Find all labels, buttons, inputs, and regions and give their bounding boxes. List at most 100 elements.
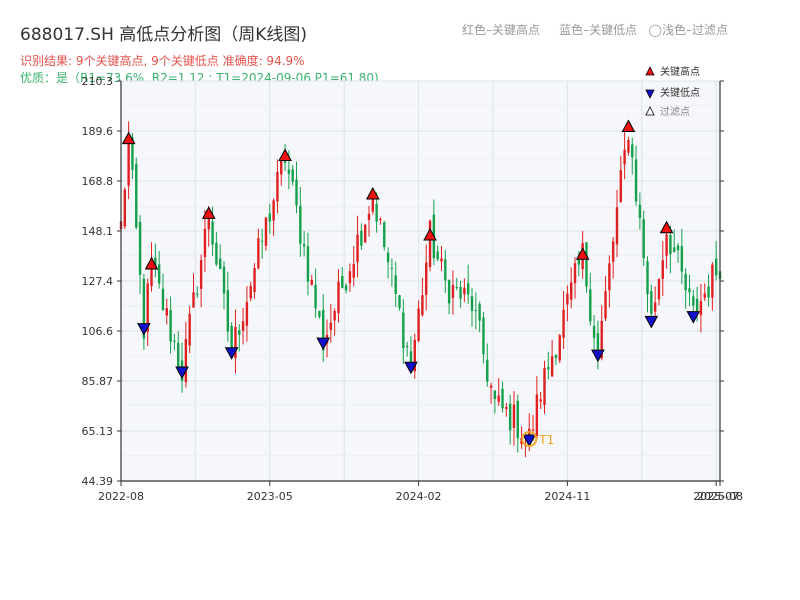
key-high-marker (575, 247, 590, 260)
candle-body (665, 234, 668, 256)
candle-body (131, 137, 134, 170)
candle-body (547, 366, 550, 370)
key-low-marker (644, 315, 659, 329)
y-tick-label: 148.1 (82, 225, 114, 238)
legend-high-label: 关键高点 (660, 65, 700, 78)
candle-body (493, 390, 497, 399)
candle-body (592, 326, 596, 338)
candle-body (215, 242, 218, 265)
candle-body (375, 203, 378, 222)
candle-body (550, 356, 554, 377)
y-tick-label: 210.3 (82, 75, 114, 88)
candle-body (272, 200, 275, 221)
candle-body (394, 275, 397, 294)
key-high-marker (121, 131, 136, 145)
candle-body (337, 281, 340, 314)
candle-body (486, 359, 489, 382)
candle-body (558, 335, 561, 361)
candle-body (245, 302, 249, 326)
candle-body (604, 291, 607, 319)
candle-body (714, 258, 718, 276)
candle-body (562, 309, 565, 338)
candle-body (386, 252, 390, 263)
candle-body (634, 159, 638, 202)
candle-body (302, 244, 306, 247)
y-tick-label: 44.39 (82, 475, 114, 488)
candle-body (428, 220, 432, 267)
candle-body (650, 291, 653, 315)
t1-dot (526, 436, 533, 443)
candle-body (505, 406, 508, 410)
candle-body (398, 295, 401, 309)
candle-body (161, 288, 165, 311)
candle-body (165, 308, 168, 316)
candle-body (436, 251, 439, 260)
candle-body (264, 217, 268, 246)
candle-body (539, 399, 542, 402)
candle-body (707, 286, 710, 298)
candle-body (623, 149, 626, 165)
key-low-marker (316, 337, 331, 351)
candle-body (383, 222, 386, 248)
x-tick-label: 2023-05 (247, 490, 293, 503)
candle-body (692, 296, 695, 306)
candle-body (466, 283, 470, 295)
candle-body (512, 404, 516, 428)
candle-body (390, 267, 394, 269)
key-high-marker (144, 256, 159, 270)
candle-body (352, 263, 355, 278)
candle-body (608, 263, 611, 291)
key-high-marker (201, 206, 216, 219)
legend-filter-label: 过滤点 (660, 105, 690, 118)
candle-body (177, 342, 180, 367)
candle-body (253, 267, 256, 293)
candle-body (474, 310, 478, 312)
candle-body (238, 330, 241, 335)
candle-body (680, 246, 684, 272)
key-low-marker (686, 311, 701, 324)
key-low-marker (175, 366, 189, 380)
candle-body (703, 293, 706, 298)
candle-body (463, 287, 466, 295)
key-low-marker (224, 347, 239, 360)
candle-body (516, 400, 519, 439)
candle-body (249, 286, 252, 299)
candle-body (157, 264, 161, 284)
x-tick-label: 2022-08 (98, 490, 144, 503)
candle-body (138, 221, 142, 275)
candle-body (661, 260, 664, 279)
candle-body (371, 197, 375, 212)
candle-body (444, 259, 447, 281)
candle-body (455, 287, 458, 289)
axes: 210.3 189.6 168.8 148.1 127.4 106.6 85.87 65.13… (82, 75, 743, 503)
y-tick-label: 127.4 (82, 275, 114, 288)
candle-body (676, 245, 680, 251)
key-low-marker (591, 349, 605, 363)
candle-body (280, 159, 283, 175)
candle-body (211, 221, 214, 245)
candle-body (699, 301, 703, 316)
candle-body (425, 262, 428, 295)
candle-body (631, 144, 634, 158)
candle-body (196, 293, 199, 295)
candle-body (363, 224, 367, 243)
candle-body (314, 284, 317, 309)
candle-body (627, 140, 630, 153)
candle-body (657, 278, 661, 300)
candle-body (184, 338, 188, 383)
candle-body (142, 278, 146, 339)
markers: T1 (121, 119, 701, 448)
candle-body (169, 310, 172, 342)
candle-body (413, 339, 416, 372)
candle-body (356, 234, 359, 263)
candle-body (322, 309, 325, 351)
candle-body (310, 279, 313, 285)
candle-body (459, 286, 462, 299)
y-tick-label: 189.6 (82, 125, 114, 138)
candle-body (646, 261, 649, 295)
y-tick-label: 85.87 (82, 375, 114, 388)
candle-body (344, 285, 348, 291)
x-tick-label: 2024-11 (544, 490, 590, 503)
candle-body (451, 285, 455, 298)
